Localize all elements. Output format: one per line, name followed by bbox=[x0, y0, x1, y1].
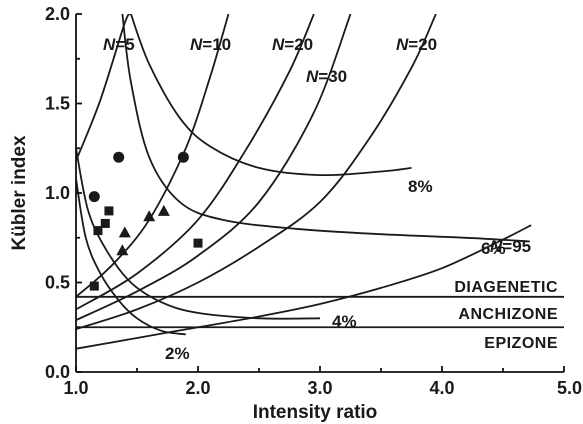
triangle-marker-1 bbox=[116, 244, 129, 256]
x-tick-label-1: 2.0 bbox=[185, 378, 210, 398]
smectite-curve-label-1: 6% bbox=[481, 239, 506, 258]
triangle-marker-3 bbox=[157, 204, 170, 216]
crystallite-curve-label-1: N=10 bbox=[190, 35, 231, 54]
smectite-curve-3 bbox=[76, 178, 186, 336]
crystallite-curve-label-3: N=30 bbox=[306, 67, 347, 86]
x-axis-title: Intensity ratio bbox=[253, 402, 378, 423]
square-marker-3 bbox=[193, 238, 203, 248]
circle-marker-0 bbox=[88, 191, 100, 203]
x-tick-label-3: 4.0 bbox=[429, 378, 454, 398]
y-tick-label-1: 0.5 bbox=[45, 273, 70, 293]
triangle-marker-0 bbox=[118, 226, 131, 238]
crystallite-curve-4 bbox=[76, 14, 437, 330]
curve-label-value: =10 bbox=[202, 35, 231, 54]
crystallite-curve-1 bbox=[76, 14, 230, 298]
crystallite-curve-label-0: N=5 bbox=[103, 35, 135, 54]
marker-layer bbox=[88, 151, 203, 291]
smectite-curve-label-3: 2% bbox=[165, 344, 190, 363]
square-marker-1 bbox=[100, 218, 110, 228]
curve-label-variable: N bbox=[272, 35, 285, 54]
axis-layer bbox=[75, 13, 565, 373]
smectite-curve-0 bbox=[130, 14, 412, 177]
smectite-curve-1 bbox=[121, 14, 528, 243]
zone-label-0: DIAGENETIC bbox=[454, 279, 558, 296]
crystallite-curve-3 bbox=[76, 14, 352, 321]
curve-label-value: =5 bbox=[115, 35, 134, 54]
square-marker-0 bbox=[93, 226, 103, 236]
curve-label-value: =20 bbox=[284, 35, 313, 54]
crystallite-curve-2 bbox=[76, 14, 315, 311]
square-marker-4 bbox=[89, 281, 99, 291]
curve-label-value: =95 bbox=[502, 237, 531, 256]
y-tick-label-0: 0.0 bbox=[45, 362, 70, 382]
curve-label-value: =30 bbox=[318, 67, 347, 86]
crystallite-curve-5 bbox=[76, 224, 532, 350]
y-axis-title: Kübler index bbox=[9, 135, 30, 251]
curve-label-value: =20 bbox=[408, 35, 437, 54]
zone-boundary-layer bbox=[76, 295, 564, 329]
curve-label-variable: N bbox=[190, 35, 203, 54]
crystallite-curve-label-2: N=20 bbox=[272, 35, 313, 54]
crystallite-curve-label-4: N=20 bbox=[396, 35, 437, 54]
y-tick-label-4: 2.0 bbox=[45, 4, 70, 24]
crystallite-curve-label-5: N=95 bbox=[490, 237, 531, 256]
curve-layer bbox=[76, 14, 532, 350]
curve-label-variable: N bbox=[490, 237, 503, 256]
triangle-marker-2 bbox=[143, 210, 156, 222]
smectite-curve-label-2: 4% bbox=[332, 312, 357, 331]
curve-label-variable: N bbox=[396, 35, 409, 54]
x-tick-label-4: 5.0 bbox=[557, 378, 582, 398]
curve-label-variable: N bbox=[306, 67, 319, 86]
crystallite-curve-0 bbox=[76, 14, 132, 162]
y-tick-label-2: 1.0 bbox=[45, 183, 70, 203]
label-layer: 1.0 2.0 3.0 4.0 5.0 0.0 0.5 1.0 1.5 2.0 Intensity … bbox=[9, 4, 582, 423]
x-tick-label-0: 1.0 bbox=[63, 378, 88, 398]
circle-marker-1 bbox=[113, 151, 125, 163]
square-marker-2 bbox=[104, 206, 114, 216]
smectite-curve-label-0: 8% bbox=[408, 177, 433, 196]
y-tick-label-3: 1.5 bbox=[45, 94, 70, 114]
curve-label-variable: N bbox=[103, 35, 116, 54]
smectite-curve-2 bbox=[76, 148, 321, 320]
zone-label-2: EPIZONE bbox=[484, 335, 558, 352]
x-tick-label-2: 3.0 bbox=[307, 378, 332, 398]
circle-marker-2 bbox=[177, 151, 189, 163]
zone-label-1: ANCHIZONE bbox=[458, 306, 558, 323]
